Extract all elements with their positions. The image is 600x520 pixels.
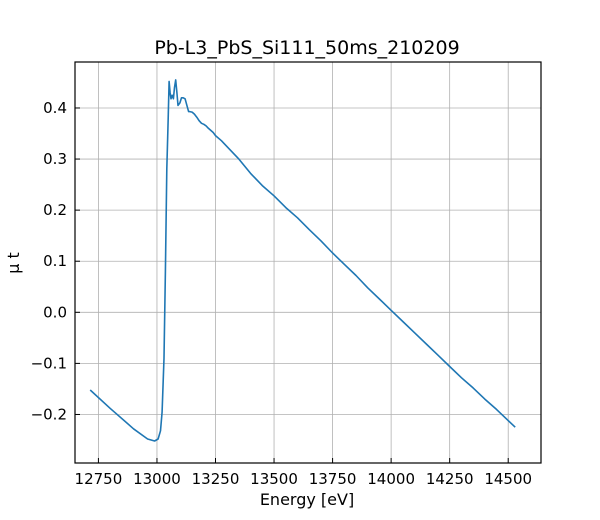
y-tick-label: 0.3 xyxy=(43,150,67,168)
x-tick-label: 14500 xyxy=(484,470,532,488)
plot-area xyxy=(89,79,516,442)
x-tick-label: 14000 xyxy=(367,470,415,488)
y-tick-label: −0.2 xyxy=(31,405,67,423)
series-line xyxy=(89,79,516,442)
y-tick-label: −0.1 xyxy=(31,354,67,372)
x-tick-label: 13750 xyxy=(309,470,357,488)
grid xyxy=(75,62,541,463)
x-tick-label: 13250 xyxy=(192,470,240,488)
y-tick-label: 0.2 xyxy=(43,201,67,219)
y-tick-label: 0.0 xyxy=(43,303,67,321)
x-tick-label: 12750 xyxy=(75,470,123,488)
x-tick-label: 13000 xyxy=(133,470,181,488)
chart-title: Pb-L3_PbS_Si111_50ms_210209 xyxy=(154,37,459,59)
y-tick-label: 0.4 xyxy=(43,99,67,117)
plot-frame xyxy=(74,61,542,464)
y-axis-label: μ t xyxy=(4,252,23,274)
x-axis-label: Energy [eV] xyxy=(260,490,354,509)
y-axis: −0.2 −0.1 0.0 0.1 0.2 0.3 0.4 xyxy=(31,99,80,423)
x-tick-label: 13500 xyxy=(250,470,298,488)
x-axis: 12750 13000 13250 13500 13750 14000 14250 14500 xyxy=(75,458,532,488)
y-tick-label: 0.1 xyxy=(43,252,67,270)
x-tick-label: 14250 xyxy=(426,470,474,488)
